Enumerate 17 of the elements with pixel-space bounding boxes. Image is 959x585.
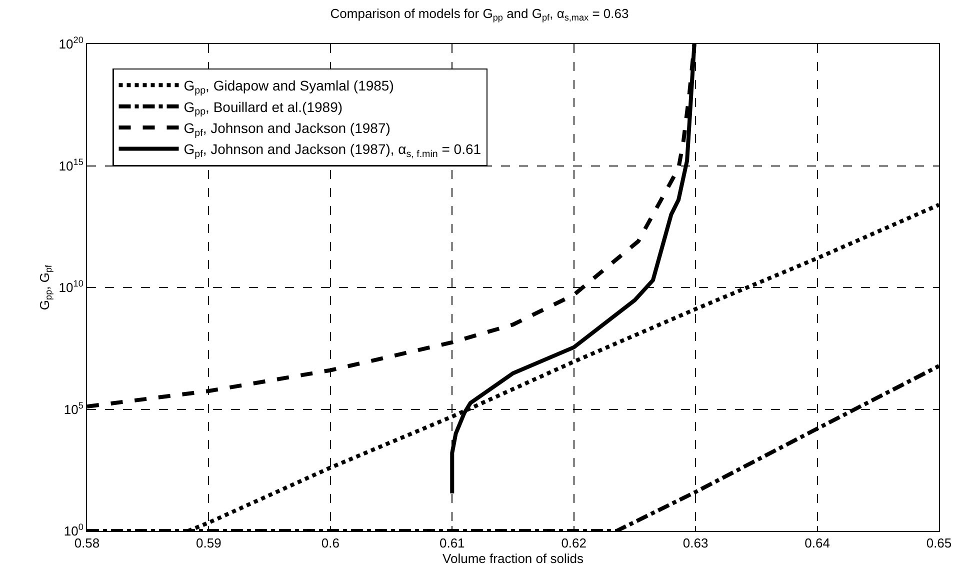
x-tick-label: 0.59 [196,536,222,551]
chart-title: Comparison of models for G$_{pp}$ and G$_{pf}$, α$_{s,max}$ = 0.63 [330,6,629,23]
y-tick-label: 10$^{15}$ [58,156,84,174]
x-tick-label: 0.65 [926,536,952,551]
legend-label: G$_{pf}$, Johnson and Jackson (1987) [184,120,390,139]
x-tick-label: 0.62 [561,536,587,551]
x-tick-label: 0.61 [439,536,465,551]
x-tick-label: 0.6 [321,536,340,551]
legend-label: G$_{pp}$, Gidapow and Syamlal (1985) [184,78,394,97]
y-tick-label: 10$^{10}$ [58,278,84,296]
x-axis-title: Volume fraction of solids [442,551,584,566]
y-tick-label: 10$^{5}$ [64,400,84,417]
x-tick-label: 0.64 [804,536,830,551]
x-tick-label: 0.63 [682,536,708,551]
legend-label: G$_{pp}$, Bouillard et al.(1989) [184,98,343,118]
legend-label: G$_{pf}$, Johnson and Jackson (1987), α$_{s, f.min}$ = 0.61 [184,141,482,160]
y-tick-label: 10$^{20}$ [58,35,84,52]
